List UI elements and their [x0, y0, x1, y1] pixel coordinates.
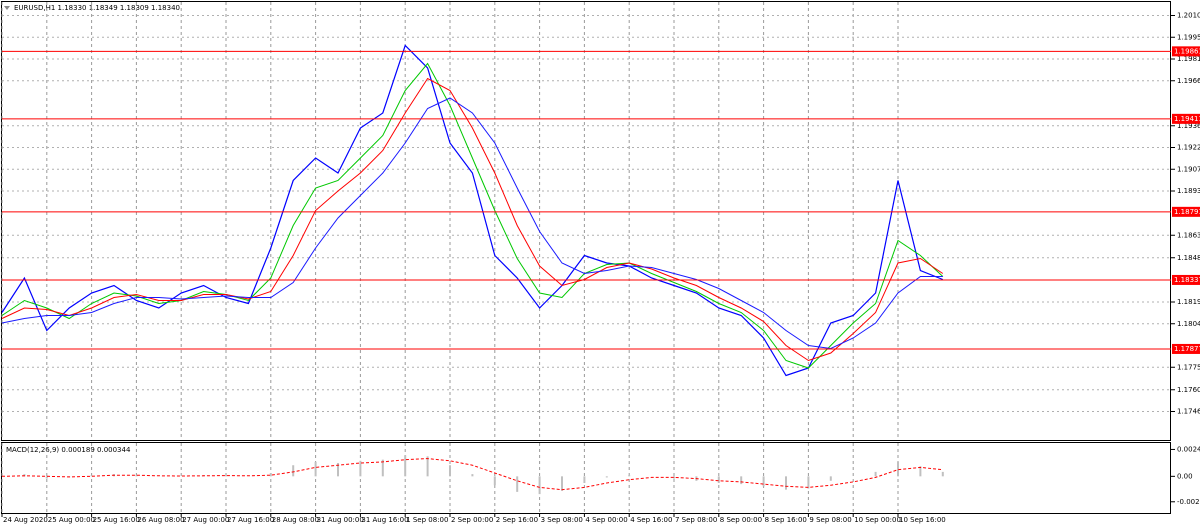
- y-tick-label: 1.19365: [1177, 122, 1200, 130]
- x-tick-label: 25 Aug 16:00: [93, 516, 140, 524]
- signal-line: [1, 458, 943, 491]
- x-tick-label: 27 Aug 00:00: [182, 516, 229, 524]
- x-tick-label: 4 Sep 00:00: [585, 516, 627, 524]
- level-label-box: [1172, 46, 1200, 57]
- price-line: [1, 44, 944, 377]
- main-pane: [1, 1, 1171, 441]
- x-tick-label: 25 Aug 00:00: [48, 516, 95, 524]
- y-tick-label: 1.18930: [1177, 187, 1200, 195]
- y-tick-label: 1.19220: [1177, 144, 1200, 152]
- y-tick-label: 1.17605: [1177, 386, 1200, 394]
- x-tick-label: 9 Sep 08:00: [809, 516, 851, 524]
- level-label-box: [1172, 274, 1200, 285]
- y-tick-label: 1.19810: [1177, 55, 1200, 63]
- y-tick-label: 1.18485: [1177, 254, 1200, 262]
- chart-title: EURUSD,H1 1.18330 1.18349 1.18309 1.1834…: [14, 4, 180, 12]
- level-label-box: [1172, 343, 1200, 354]
- y-tick-label: 1.19075: [1177, 165, 1200, 173]
- x-tick-label: 31 Aug 00:00: [317, 516, 364, 524]
- x-tick-label: 2 Sep 00:00: [451, 516, 493, 524]
- x-tick-label: 26 Aug 08:00: [137, 516, 184, 524]
- y-tick-label: 1.18635: [1177, 231, 1200, 239]
- y-tick-label: 1.17755: [1177, 363, 1200, 371]
- x-tick-label: 8 Sep 16:00: [765, 516, 807, 524]
- level-label-box: [1172, 113, 1200, 124]
- x-tick-label: 28 Aug 08:00: [272, 516, 319, 524]
- x-tick-label: 27 Aug 16:00: [227, 516, 274, 524]
- level-label: 1.18337: [1174, 276, 1200, 284]
- moving-average: [1, 97, 943, 350]
- x-tick-label: 8 Sep 00:00: [720, 516, 762, 524]
- x-tick-label: 1 Sep 08:00: [406, 516, 448, 524]
- macd-pane: [1, 442, 1171, 514]
- x-tick-label: 7 Sep 08:00: [675, 516, 717, 524]
- y-tick-label: 1.19665: [1177, 77, 1200, 85]
- level-label: 1.17877: [1174, 345, 1200, 353]
- moving-average: [1, 77, 944, 362]
- x-tick-label: 31 Aug 16:00: [361, 516, 408, 524]
- level-label-box: [1172, 206, 1200, 217]
- y-tick-label: 0.00242: [1177, 445, 1200, 453]
- y-tick-label: -0.00229: [1177, 498, 1200, 506]
- x-tick-label: 4 Sep 16:00: [630, 516, 672, 524]
- y-tick-label: 1.20100: [1177, 12, 1200, 20]
- moving-average: [1, 62, 944, 369]
- collapse-icon: [4, 6, 10, 10]
- y-tick-label: 1.19955: [1177, 33, 1200, 41]
- y-tick-label: 1.18190: [1177, 298, 1200, 306]
- y-tick-label: 1.18045: [1177, 320, 1200, 328]
- x-tick-label: 24 Aug 2020: [3, 516, 48, 524]
- macd-title: MACD(12,26,9) 0.000189 0.000344: [6, 446, 131, 454]
- x-tick-label: 2 Sep 16:00: [496, 516, 538, 524]
- x-tick-label: 10 Sep 00:00: [854, 516, 901, 524]
- y-tick-label: 0.00: [1177, 472, 1193, 480]
- x-tick-label: 3 Sep 08:00: [541, 516, 583, 524]
- x-tick-label: 10 Sep 16:00: [899, 516, 946, 524]
